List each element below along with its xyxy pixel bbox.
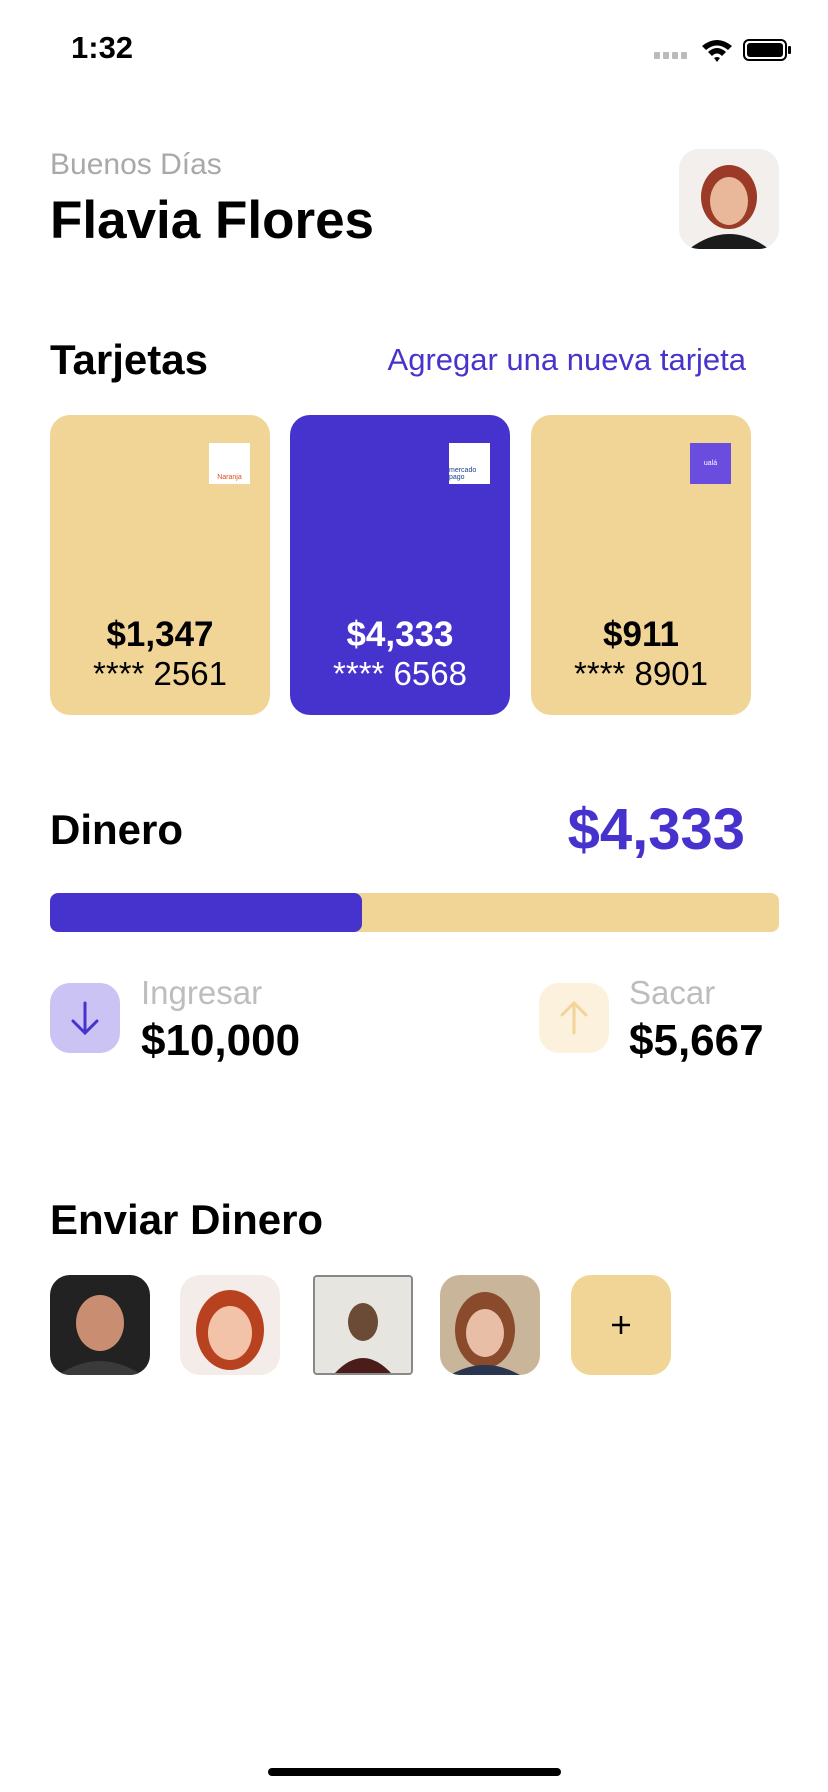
card[interactable]: mercado pago $4,333 **** 6568 [290,415,510,715]
section-title: Enviar Dinero [50,1196,324,1243]
card-number: **** 2561 [93,655,227,692]
balance-bar-fill [50,893,362,932]
withdraw-button[interactable] [539,983,609,1053]
user-name: Flavia Flores [50,191,375,250]
card-amount: $1,347 [106,615,214,654]
contact-avatar[interactable] [50,1275,150,1375]
deposit-label: Ingresar [141,974,263,1011]
profile-avatar[interactable] [679,149,779,249]
deposit-button[interactable] [50,983,120,1053]
section-title: Tarjetas [50,336,208,383]
greeting: Buenos Días [50,148,222,181]
home-indicator [268,1768,561,1776]
card-number: **** 6568 [333,655,467,692]
card-amount: $911 [603,615,679,654]
card-amount: $4,333 [346,615,454,654]
card-number: **** 8901 [574,655,708,692]
balance-bar [50,893,779,932]
add-card-link[interactable]: Agregar una nueva tarjeta [387,342,746,377]
contact-avatar[interactable] [313,1275,413,1375]
card[interactable]: ualá $911 **** 8901 [531,415,751,715]
contact-avatar[interactable] [440,1275,540,1375]
add-contact-button[interactable] [571,1275,671,1375]
status-time: 1:32 [71,30,134,65]
card-logo: mercado pago [449,443,490,484]
withdraw-label: Sacar [629,974,716,1011]
card-logo: ualá [690,443,731,484]
card-logo: Naranja [209,443,250,484]
balance: $4,333 [567,797,745,862]
withdraw-amount: $5,667 [629,1016,764,1065]
deposit-amount: $10,000 [141,1016,301,1065]
contact-avatar[interactable] [180,1275,280,1375]
card[interactable]: Naranja $1,347 **** 2561 [50,415,270,715]
status-icons [654,39,791,62]
section-title: Dinero [50,806,184,853]
